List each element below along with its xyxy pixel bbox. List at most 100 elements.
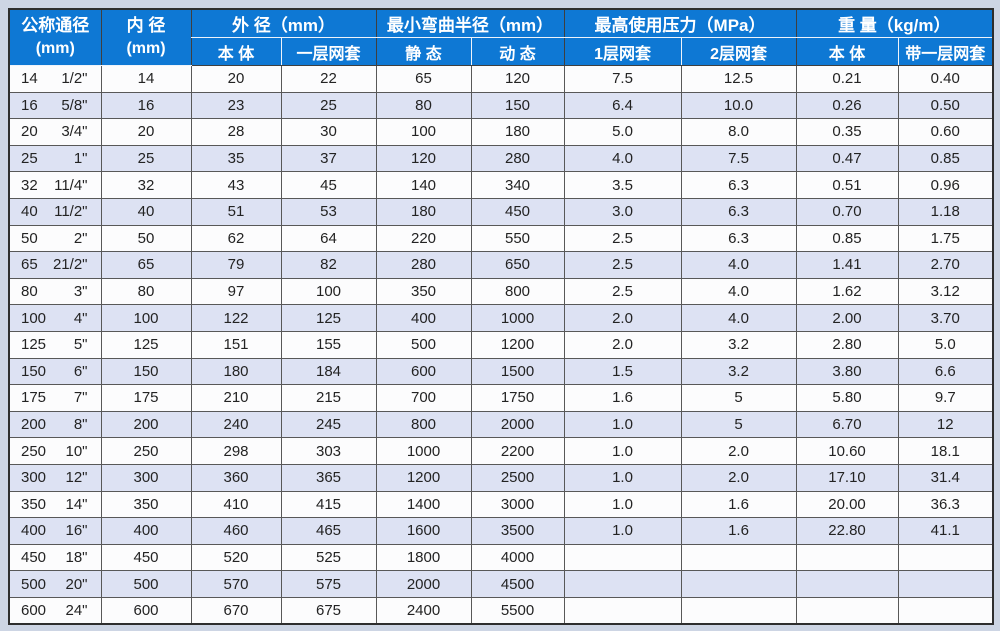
cell-w-body: 0.51 <box>795 171 899 199</box>
cell-bend-static: 1600 <box>375 517 472 545</box>
cell-p1: 2.0 <box>563 330 682 359</box>
cell-od-mesh: 64 <box>280 224 377 253</box>
cell-id: 175 <box>100 384 192 412</box>
cell-bend-dynamic: 450 <box>470 197 565 226</box>
cell-id: 16 <box>100 91 192 120</box>
table-body: 14 1/2" 14 20 22 65 120 7.5 12.5 0.21 0.40 16 5/8" 16… <box>8 65 994 625</box>
nominal-mm-value: 125 <box>21 336 47 354</box>
cell-bend-dynamic: 2000 <box>470 410 565 439</box>
header-inner-line2: (mm) <box>126 40 166 58</box>
cell-od-mesh: 184 <box>280 357 377 386</box>
table-row: 600 24" 600 670 675 2400 5500 <box>8 596 994 625</box>
cell-od-body: 151 <box>190 330 282 359</box>
cell-od-body: 240 <box>190 410 282 439</box>
nominal-mm-value: 100 <box>21 309 47 327</box>
subheader-outer-body: 本 体 <box>190 37 281 66</box>
cell-od-body: 23 <box>190 91 282 120</box>
cell-id: 250 <box>100 437 192 465</box>
nominal-mm-value: 14 <box>21 70 38 88</box>
cell-w-mesh: 12 <box>897 410 994 439</box>
cell-id: 20 <box>100 118 192 146</box>
nominal-mm-value: 65 <box>21 256 38 274</box>
cell-nominal-diameter: 200 8" <box>8 410 102 439</box>
cell-w-body: 0.35 <box>795 118 899 146</box>
cell-nominal-diameter: 20 3/4" <box>8 118 102 146</box>
cell-w-mesh: 31.4 <box>897 463 994 492</box>
cell-p1 <box>563 543 682 572</box>
cell-w-body <box>795 543 899 572</box>
cell-nominal-diameter: 125 5" <box>8 330 102 359</box>
cell-od-body: 670 <box>190 596 282 625</box>
cell-nominal-diameter: 32 11/4" <box>8 171 102 199</box>
cell-od-mesh: 365 <box>280 463 377 492</box>
cell-p1: 1.6 <box>563 384 682 412</box>
nominal-inch-value: 14" <box>65 495 88 513</box>
table-row: 20 3/4" 20 28 30 100 180 5.0 8.0 0.35 0.60 <box>8 118 994 146</box>
cell-od-mesh: 100 <box>280 277 377 306</box>
table-row: 200 8" 200 240 245 800 2000 1.0 5 6.70 12 <box>8 410 994 439</box>
nominal-mm-value: 32 <box>21 176 38 194</box>
cell-nominal-diameter: 100 4" <box>8 304 102 332</box>
cell-p1: 3.0 <box>563 197 682 226</box>
cell-bend-static: 120 <box>375 144 472 173</box>
cell-bend-static: 500 <box>375 330 472 359</box>
subheader-bend-static: 静 态 <box>375 37 471 66</box>
cell-od-body: 360 <box>190 463 282 492</box>
cell-id: 65 <box>100 251 192 279</box>
table-row: 150 6" 150 180 184 600 1500 1.5 3.2 3.80 6.6 <box>8 357 994 386</box>
cell-p2: 1.6 <box>680 490 797 519</box>
nominal-inch-value: 2" <box>73 229 88 247</box>
nominal-mm-value: 150 <box>21 362 47 380</box>
cell-id: 40 <box>100 197 192 226</box>
cell-od-body: 43 <box>190 171 282 199</box>
cell-p2: 8.0 <box>680 118 797 146</box>
cell-p2: 1.6 <box>680 517 797 545</box>
nominal-inch-value: 24" <box>65 602 88 620</box>
cell-p1 <box>563 596 682 625</box>
cell-w-body: 1.41 <box>795 251 899 279</box>
table-row: 65 21/2" 65 79 82 280 650 2.5 4.0 1.41 2.70 <box>8 251 994 279</box>
cell-od-body: 180 <box>190 357 282 386</box>
header-group-row: 公称通径 (mm) 内 径 (mm) 外 径（mm） 最小弯曲半径（mm） 最高… <box>9 9 994 66</box>
subheader-weight-with-mesh: 带一层网套 <box>897 37 994 66</box>
cell-od-body: 298 <box>190 437 282 465</box>
cell-od-mesh: 215 <box>280 384 377 412</box>
table-row: 125 5" 125 151 155 500 1200 2.0 3.2 2.80 5.0 <box>8 330 994 359</box>
cell-bend-dynamic: 150 <box>470 91 565 120</box>
cell-w-body: 0.85 <box>795 224 899 253</box>
table-row: 175 7" 175 210 215 700 1750 1.6 5 5.80 9.7 <box>8 384 994 412</box>
cell-od-mesh: 37 <box>280 144 377 173</box>
nominal-mm-value: 40 <box>21 203 38 221</box>
nominal-mm-value: 350 <box>21 495 47 513</box>
cell-od-body: 570 <box>190 570 282 598</box>
cell-w-body <box>795 570 899 598</box>
table-row: 450 18" 450 520 525 1800 4000 <box>8 543 994 572</box>
cell-w-body: 22.80 <box>795 517 899 545</box>
table-header: 公称通径 (mm) 内 径 (mm) 外 径（mm） 最小弯曲半径（mm） 最高… <box>9 9 994 66</box>
header-inner-line1: 内 径 <box>126 16 166 36</box>
cell-p1: 6.4 <box>563 91 682 120</box>
header-nominal-line1: 公称通径 <box>21 16 90 36</box>
cell-p2: 12.5 <box>680 65 797 93</box>
table-row: 300 12" 300 360 365 1200 2500 1.0 2.0 17.10 31.4 <box>8 463 994 492</box>
nominal-inch-value: 5" <box>73 336 88 354</box>
cell-w-mesh: 6.6 <box>897 357 994 386</box>
cell-od-body: 520 <box>190 543 282 572</box>
cell-od-body: 410 <box>190 490 282 519</box>
cell-p2: 7.5 <box>680 144 797 173</box>
cell-p2: 5 <box>680 410 797 439</box>
cell-id: 25 <box>100 144 192 173</box>
header-sub-row: 本 体 一层网套 静 态 动 态 1层网套 2层网套 本 体 带一层网套 <box>9 37 994 66</box>
cell-bend-dynamic: 4500 <box>470 570 565 598</box>
cell-bend-static: 100 <box>375 118 472 146</box>
header-inner-diameter: 内 径 (mm) <box>100 9 191 66</box>
cell-p1: 1.0 <box>563 490 682 519</box>
cell-nominal-diameter: 350 14" <box>8 490 102 519</box>
cell-od-body: 28 <box>190 118 282 146</box>
cell-p1: 1.0 <box>563 437 682 465</box>
cell-w-mesh: 0.85 <box>897 144 994 173</box>
cell-od-mesh: 25 <box>280 91 377 120</box>
cell-nominal-diameter: 250 10" <box>8 437 102 465</box>
cell-bend-static: 400 <box>375 304 472 332</box>
header-max-pressure-group: 最高使用压力（MPa） <box>563 9 797 38</box>
